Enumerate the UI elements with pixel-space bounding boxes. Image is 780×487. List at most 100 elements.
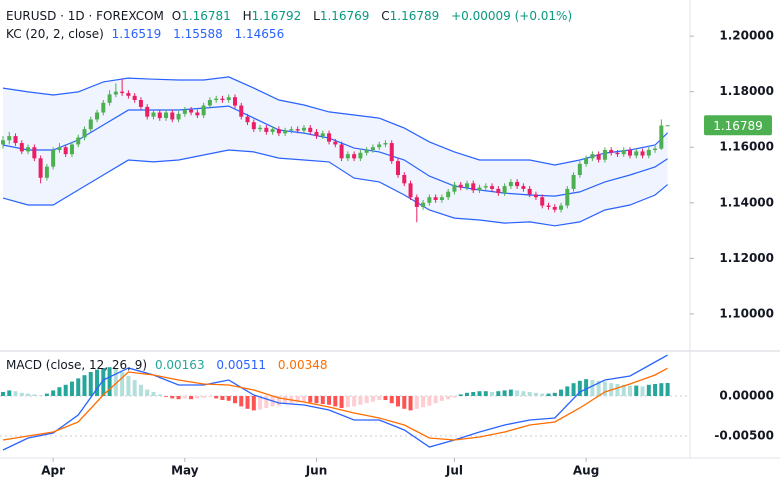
candle-body [276,129,281,134]
histogram-bar [170,396,175,399]
candle-body [527,188,532,195]
y-tick-label: -0.00500 [714,429,774,443]
band-line [2,149,668,227]
kc-legend: KC (20, 2, close) 1.16519 1.15588 1.1465… [6,27,292,41]
histogram-bar [113,368,118,396]
histogram-bar [621,384,626,396]
candle-body [245,116,250,123]
candle-body [515,181,520,187]
candle-body [251,122,256,130]
histogram-bar [527,392,532,396]
histogram-bar [433,396,438,404]
y-tick-label: 1.20000 [719,29,774,43]
kc-value: 1.16519 [111,27,162,41]
candle-body [559,205,564,210]
histogram-bar [446,396,451,400]
macd-line [2,354,668,451]
candle-body [483,186,488,188]
histogram-bar [521,391,526,396]
histogram-bar [634,385,639,396]
y-tick-label: 1.18000 [719,84,774,98]
histogram-bar [483,391,488,396]
histogram-bar [414,396,419,409]
histogram-bar [157,394,162,396]
histogram-bar [646,384,651,396]
macd-value: 0.00163 [154,358,205,372]
candle-body [44,166,49,178]
candle-body [76,137,81,145]
candle-body [577,163,582,175]
change: +0.00009 (+0.01%) [451,9,573,23]
histogram-bar [44,393,49,396]
candle-body [26,147,31,152]
histogram-bar [602,381,607,396]
candle-body [408,183,413,198]
candle-body [7,136,12,141]
histogram-bar [138,384,143,396]
candle-body [207,100,212,106]
candle-body [646,150,651,156]
histogram-bar [452,396,457,398]
histogram-bar [364,396,369,404]
histogram-bar [76,378,81,396]
candle-body [157,112,162,119]
y-tick-label: 1.10000 [719,306,774,320]
ohlc-value: 1.16781 [181,9,231,23]
candle-body [389,143,394,162]
histogram-bar [421,396,426,408]
histogram-bar [57,387,62,396]
histogram-bar [295,396,300,403]
candle-body [584,158,589,164]
candle-body [138,100,143,107]
histogram-bar [13,391,18,396]
histogram-bar [207,396,212,397]
y-tick-label: 1.16000 [719,140,774,154]
histogram-bar [615,384,620,396]
histogram-bar [402,396,407,409]
candle-body [314,131,319,137]
candle-body [665,125,670,127]
histogram-bar [7,390,12,396]
histogram-bar [590,380,595,396]
histogram-bar [120,372,125,396]
candle-body [32,147,37,159]
candle-body [628,150,632,156]
candle-body [63,147,68,155]
histogram-bar [458,394,463,396]
candle-body [590,154,595,159]
histogram-bar [82,375,87,396]
candle-body [308,127,313,132]
candle-body [615,152,620,155]
candle-body [433,197,438,200]
candle-body [565,188,570,206]
ohlc-value: 1.16769 [319,9,370,23]
axis-panel [690,0,780,487]
ohlc-label: H [242,9,252,23]
histogram-bar [195,396,200,399]
histogram-bar [314,396,319,404]
histogram-bar [32,394,37,396]
candle-body [189,109,194,113]
macd-line [2,367,668,441]
histogram-bar [245,396,250,409]
candle-body [151,112,156,117]
candle-body [82,129,87,138]
histogram-bar [189,396,194,400]
candle-body [452,184,457,192]
histogram-bar [51,390,56,396]
candle-body [195,112,200,116]
histogram-bar [26,393,31,396]
histogram-bar [345,396,350,408]
candle-body [496,188,501,194]
kc-value: 1.15588 [173,27,223,41]
histogram-bar [408,396,413,411]
price-label: 1.16789 [713,119,763,133]
histogram-bar [327,396,332,405]
histogram-bar [571,383,576,396]
candle-body [540,197,545,206]
histogram-bar [565,386,570,396]
candle-body [414,197,419,207]
histogram-bar [628,385,632,396]
histogram-bar [377,396,382,400]
histogram-bar [659,383,664,396]
